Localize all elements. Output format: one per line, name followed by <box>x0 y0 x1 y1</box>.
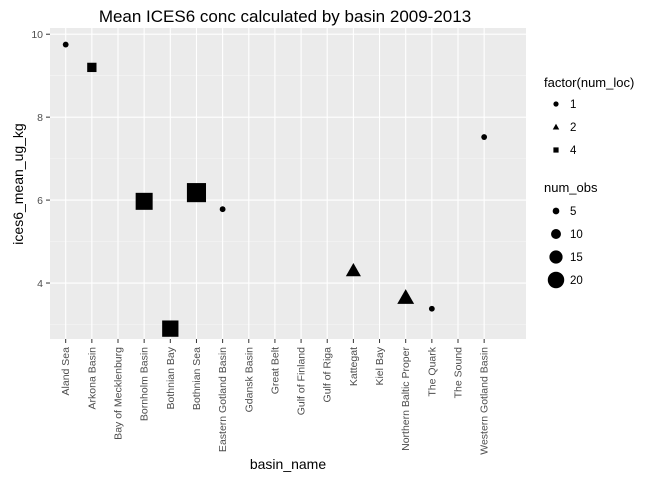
legend-num-obs-title: num_obs <box>544 180 598 195</box>
legend-num-obs-key <box>547 271 565 289</box>
legend-num-obs-label: 10 <box>570 229 583 241</box>
legend-num-loc-label: 1 <box>570 99 576 111</box>
legend-num-obs: num_obs 5 10 15 20 <box>544 180 598 289</box>
x-tick-label: Bay of Mecklenburg <box>113 347 125 440</box>
data-point <box>135 192 153 210</box>
x-tick-label: Bornholm Basin <box>139 347 151 421</box>
x-tick-label: Eastern Gotland Basin <box>217 347 229 452</box>
data-point <box>219 206 226 213</box>
x-tick-label: Bothnian Sea <box>191 347 203 410</box>
y-tick-label: 6 <box>37 195 43 207</box>
legend-num-obs-key <box>551 229 561 239</box>
x-tick-label: Kattegat <box>348 347 360 386</box>
data-point <box>428 305 435 312</box>
legend-num-loc-key <box>552 123 560 130</box>
x-tick-label: Bothnian Bay <box>165 346 177 409</box>
legend-num-obs-key <box>549 250 563 264</box>
data-point <box>481 134 488 140</box>
x-tick-label: Great Belt <box>269 347 281 394</box>
x-tick-label: Western Gotland Basin <box>479 347 491 455</box>
legend-num-loc: factor(num_loc) 1 2 4 <box>544 75 634 157</box>
y-tick-label: 8 <box>37 112 43 124</box>
y-axis-title: ices6_mean_ug_kg <box>10 123 26 244</box>
legend-num-loc-label: 2 <box>570 122 576 134</box>
plot-panel <box>50 28 526 339</box>
x-tick-label: Kiel Bay <box>374 346 386 385</box>
x-tick-label: Gulf of Riga <box>322 347 334 403</box>
x-tick-label: Gulf of Finland <box>296 347 308 415</box>
legend-num-obs-key <box>552 207 560 215</box>
data-point <box>87 62 97 73</box>
x-axis-title: basin_name <box>250 456 326 472</box>
data-point <box>397 289 415 304</box>
legend-num-loc-label: 4 <box>570 145 577 157</box>
data-point <box>162 320 179 337</box>
chart-title: Mean ICES6 conc calculated by basin 2009… <box>99 7 471 26</box>
x-tick-label: The Quark <box>426 346 438 396</box>
x-tick-label: Gdansk Basin <box>243 347 255 413</box>
x-tick-label: Northern Baltic Proper <box>400 347 412 451</box>
y-axis: 4 6 8 10 <box>31 29 50 290</box>
legend-num-loc-title: factor(num_loc) <box>544 75 634 90</box>
legend-num-obs-label: 20 <box>570 275 583 287</box>
y-tick-label: 10 <box>31 29 43 41</box>
y-tick-label: 4 <box>37 278 43 290</box>
data-point <box>186 183 207 203</box>
data-point <box>345 263 361 277</box>
x-tick-label: The Sound <box>453 347 465 399</box>
legend-num-loc-key <box>553 101 559 107</box>
legend-num-obs-label: 5 <box>570 206 576 218</box>
legend-num-obs-label: 15 <box>570 252 583 264</box>
data-point <box>62 41 69 48</box>
x-tick-label: Aland Sea <box>60 347 72 396</box>
data-points <box>62 41 488 337</box>
x-tick-label: Arkona Basin <box>86 347 98 410</box>
x-axis: Aland Sea Arkona Basin Bay of Mecklenburg B… <box>60 339 491 455</box>
legend-num-loc-key <box>553 147 559 153</box>
